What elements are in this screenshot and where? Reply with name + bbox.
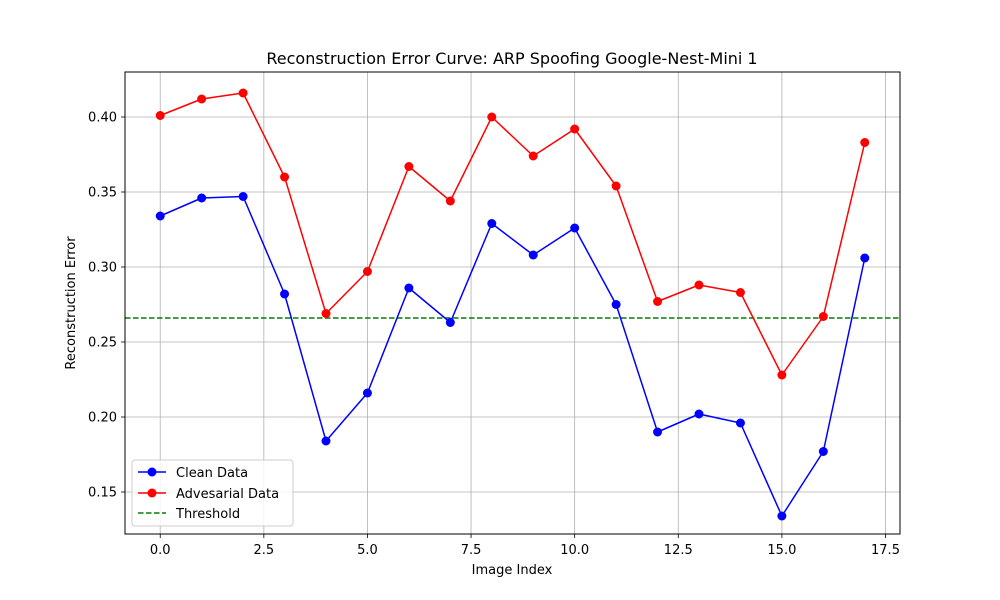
data-point-adversarial xyxy=(155,111,165,120)
legend-box xyxy=(131,459,294,527)
data-point-clean xyxy=(528,250,538,260)
data-point-adversarial xyxy=(860,138,870,147)
data-point-clean xyxy=(280,289,290,299)
x-axis-label: Image Index xyxy=(472,563,553,578)
x-tick-label: 2.5 xyxy=(253,543,274,558)
data-point-adversarial xyxy=(528,151,538,161)
data-point-adversarial xyxy=(404,162,414,171)
legend-adversarial-marker xyxy=(147,488,157,498)
data-point-clean xyxy=(155,211,165,221)
data-point-clean xyxy=(238,192,248,201)
data-point-adversarial xyxy=(321,309,331,318)
series-adversarial xyxy=(155,88,870,380)
data-point-adversarial xyxy=(735,288,745,297)
grid xyxy=(125,72,900,534)
legend-clean-label: Clean Data xyxy=(176,466,248,481)
y-axis: 0.15 0.20 0.25 0.30 0.35 0.40 xyxy=(88,111,125,501)
y-tick-label: 0.30 xyxy=(88,261,117,276)
data-point-adversarial xyxy=(362,267,372,276)
plot-frame xyxy=(124,71,901,535)
data-point-clean xyxy=(818,447,828,456)
data-point-clean xyxy=(777,511,787,521)
legend-clean-marker xyxy=(147,467,157,477)
y-tick-label: 0.35 xyxy=(88,186,117,201)
legend-threshold-label: Threshold xyxy=(175,507,240,522)
x-tick-label: 12.5 xyxy=(664,543,693,558)
data-point-clean xyxy=(570,223,580,233)
chart-title: Reconstruction Error Curve: ARP Spoofing… xyxy=(266,49,757,68)
data-point-clean xyxy=(860,253,870,263)
data-point-clean xyxy=(694,409,704,419)
data-point-clean xyxy=(321,436,331,446)
x-tick-label: 5.0 xyxy=(357,543,378,558)
legend: Clean Data Advesarial Data Threshold xyxy=(131,459,294,527)
data-point-adversarial xyxy=(197,94,207,104)
data-point-adversarial xyxy=(487,112,497,122)
y-tick-label: 0.20 xyxy=(88,411,117,426)
series-line-adversarial xyxy=(159,92,866,376)
x-tick-label: 17.5 xyxy=(871,543,900,558)
data-point-adversarial xyxy=(694,280,704,290)
data-point-adversarial xyxy=(238,88,248,98)
y-axis-label: Reconstruction Error xyxy=(64,236,79,370)
y-tick-label: 0.25 xyxy=(88,336,117,351)
data-point-clean xyxy=(445,318,455,327)
data-point-clean xyxy=(404,283,414,293)
data-point-adversarial xyxy=(445,196,455,206)
x-tick-label: 10.0 xyxy=(560,543,589,558)
data-point-clean xyxy=(735,418,745,428)
data-point-clean xyxy=(487,219,497,228)
legend-adversarial-label: Advesarial Data xyxy=(176,487,279,502)
data-point-clean xyxy=(653,427,663,437)
data-point-clean xyxy=(611,300,621,309)
data-point-adversarial xyxy=(777,370,787,380)
series-clean xyxy=(155,192,870,521)
data-point-adversarial xyxy=(611,181,621,191)
x-tick-label: 7.5 xyxy=(461,543,482,558)
x-tick-label: 15.0 xyxy=(767,543,796,558)
y-tick-label: 0.40 xyxy=(88,111,117,126)
series-layer xyxy=(155,88,870,521)
x-tick-label: 0.0 xyxy=(150,543,171,558)
x-axis: 0.0 2.5 5.0 7.5 10.0 12.5 15.0 17.5 xyxy=(150,534,900,558)
plot-area xyxy=(125,72,900,534)
data-point-adversarial xyxy=(570,124,580,134)
y-tick-label: 0.15 xyxy=(88,486,117,501)
series-line-clean xyxy=(159,195,866,517)
data-point-adversarial xyxy=(280,172,290,182)
data-point-adversarial xyxy=(653,297,663,306)
data-point-clean xyxy=(362,388,372,398)
data-point-adversarial xyxy=(818,312,828,321)
data-point-clean xyxy=(197,193,207,203)
